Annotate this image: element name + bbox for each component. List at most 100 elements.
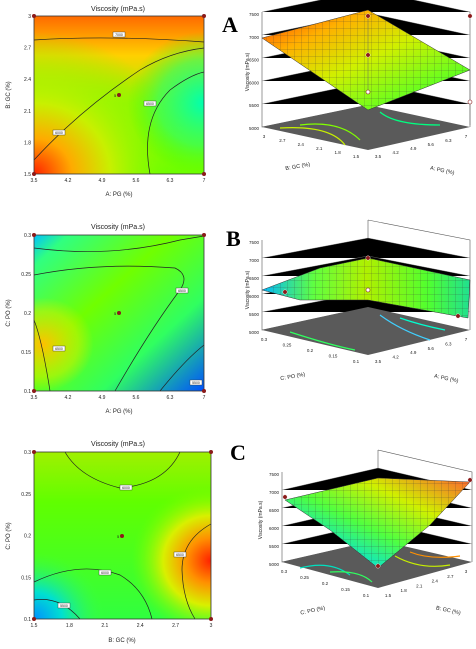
y-tick-label: 0.2 [24, 311, 31, 317]
contour-b-title: Viscosity (mPa.s) [91, 224, 145, 231]
contour-b-labels: 6500 6500 5500 5 [52, 287, 203, 386]
surface-plot-c: 5000 5500 6000 6500 7000 7500 0.1 0.15 0.2 0.25 0.… [258, 449, 473, 617]
y-tick-label: 0.25 [283, 343, 292, 348]
z-tick-label: 6000 [269, 526, 280, 531]
contour-c-xlabel: B: GC (%) [108, 638, 135, 644]
z-tick-label: 5500 [269, 544, 280, 549]
contour-c-ylabel: C: PO (%) [6, 522, 12, 549]
contour-a-labels: 7000 6500 6000 5 [52, 31, 157, 136]
x-tick-label: 4.2 [392, 355, 399, 360]
x-tick-label: 7 [465, 337, 468, 342]
x-tick-label: 3 [465, 569, 468, 574]
x-tick-label: 6.3 [445, 138, 452, 143]
contour-c-label: 6500 [176, 553, 184, 557]
contour-b-label: 6500 [55, 347, 63, 351]
x-tick-label: 3.5 [375, 154, 382, 159]
y-tick-label: 0.2 [307, 348, 314, 353]
z-tick-label: 5000 [269, 562, 280, 567]
contour-b-ticks: 3.5 4.2 4.9 5.6 6.3 7 0.1 0.15 0.2 0.25 0.3 [21, 233, 205, 401]
z-tick-label: 6500 [249, 58, 260, 63]
contour-a-label: 7000 [115, 33, 123, 37]
z-tick-label: 7000 [269, 490, 280, 495]
x-tick-label: 1.8 [66, 623, 73, 629]
surface-c-ticks: 5000 5500 6000 6500 7000 7500 0.1 0.15 0.2 0.25 0.… [269, 472, 468, 598]
z-tick-label: 5000 [249, 126, 260, 131]
z-tick-label: 5500 [249, 103, 260, 108]
contour-b-label: 5500 [192, 381, 200, 385]
surface-b-xlabel: A: PG (%) [433, 374, 459, 385]
x-tick-label: 2.7 [172, 623, 179, 629]
y-tick-label: 2.1 [316, 146, 323, 151]
x-tick-label: 3 [210, 623, 213, 629]
x-tick-label: 5.6 [428, 346, 435, 351]
x-tick-label: 4.2 [65, 178, 72, 184]
surface-plot-b: 5000 5500 6000 6500 7000 7500 0.1 0.15 0.2 0.25 0.… [245, 219, 471, 385]
panel-letter-c: C [230, 440, 246, 465]
contour-b-label: 6500 [178, 289, 186, 293]
y-tick-label: 2.7 [24, 46, 31, 52]
contour-a-xlabel: A: PG (%) [105, 192, 132, 198]
x-tick-label: 3.5 [31, 395, 38, 401]
y-tick-label: 0.2 [322, 581, 329, 586]
x-tick-label: 7 [203, 395, 206, 401]
contour-b-center-label: 5 [114, 311, 117, 316]
x-tick-label: 2.1 [101, 623, 108, 629]
contour-c-ticks: 1.5 1.8 2.1 2.4 2.7 3 0.1 0.15 0.2 0.25 0.3 [21, 450, 212, 629]
contour-a-label: 6500 [146, 102, 154, 106]
z-tick-label: 6000 [249, 80, 260, 85]
y-tick-label: 2.7 [279, 138, 286, 143]
y-tick-label: 0.1 [24, 389, 31, 395]
x-tick-label: 1.8 [400, 588, 407, 593]
y-tick-label: 1.8 [334, 150, 341, 155]
x-tick-label: 7 [203, 178, 206, 184]
x-tick-label: 4.9 [99, 178, 106, 184]
x-tick-label: 6.3 [167, 178, 174, 184]
contour-c-title: Viscosity (mPa.s) [91, 441, 145, 448]
y-tick-label: 0.15 [21, 575, 31, 581]
y-tick-label: 2.1 [24, 109, 31, 115]
z-tick-label: 7000 [249, 258, 260, 263]
y-tick-label: 0.3 [24, 233, 31, 239]
y-tick-label: 0.1 [353, 359, 360, 364]
contour-plot-b: Viscosity (mPa.s) 6500 6500 5500 5 3.5 4.… [6, 224, 206, 415]
contour-plot-c: Viscosity (mPa.s) 6000 6500 6000 5500 5 … [6, 441, 213, 644]
y-tick-label: 0.15 [341, 587, 350, 592]
x-tick-label: 2.7 [447, 574, 454, 579]
z-tick-label: 6000 [249, 294, 260, 299]
y-tick-label: 1.5 [353, 154, 360, 159]
y-tick-label: 0.25 [21, 272, 31, 278]
panel-letter-b: B [226, 226, 241, 251]
x-tick-label: 2.4 [432, 579, 439, 584]
panel-letter-a: A [222, 12, 238, 37]
contour-c-center-label: 5 [117, 534, 120, 539]
contour-c-label: 6000 [122, 486, 130, 490]
surface-b-ylabel: C: PO (%) [280, 372, 306, 382]
contour-plot-a: Viscosity (mPa.s) 7000 6500 6000 5 3.5 4.… [6, 6, 206, 198]
x-tick-label: 4.2 [392, 150, 399, 155]
y-tick-label: 0.3 [261, 337, 268, 342]
x-tick-label: 6.3 [167, 395, 174, 401]
contour-c-label: 6000 [101, 571, 109, 575]
surface-a-xlabel: A: PG (%) [429, 166, 455, 177]
z-tick-label: 7500 [249, 12, 260, 17]
y-tick-label: 0.15 [329, 354, 338, 359]
z-tick-label: 7500 [269, 472, 280, 477]
y-tick-label: 2.4 [298, 142, 305, 147]
z-tick-label: 6500 [269, 508, 280, 513]
surface-a-zlabel: Viscosity (mPa.s) [245, 52, 251, 91]
contour-a-ticks: 3.5 4.2 4.9 5.6 6.3 7 1.5 1.8 2.1 2.4 2.7 3 [24, 14, 206, 184]
y-tick-label: 1.5 [24, 172, 31, 178]
y-tick-label: 0.3 [281, 569, 288, 574]
x-tick-label: 5.6 [133, 395, 140, 401]
y-tick-label: 3 [263, 134, 266, 139]
y-tick-label: 1.8 [24, 140, 31, 146]
contour-c-labels: 6000 6500 6000 5500 5 [57, 484, 187, 609]
x-tick-label: 6.3 [445, 341, 452, 346]
contour-a-ylabel: B: GC (%) [6, 81, 12, 108]
z-tick-label: 7500 [249, 240, 260, 245]
x-tick-label: 1.5 [385, 593, 392, 598]
contour-b-ylabel: C: PO (%) [6, 299, 12, 326]
surface-c-xlabel: B: GC (%) [435, 605, 461, 616]
surface-plot-a: 5000 5500 6000 6500 7000 7500 1.5 1.8 2.1 2.4 2.7 3… [245, 0, 473, 177]
